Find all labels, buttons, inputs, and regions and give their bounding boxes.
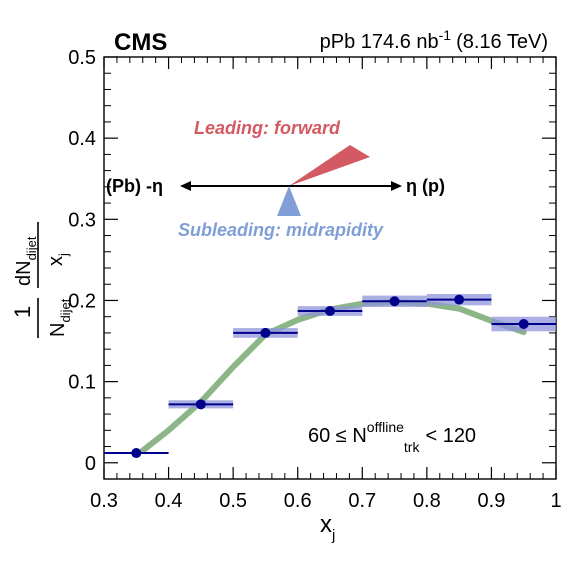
data-point	[454, 294, 465, 305]
header-prefix: pPb 174.6 nb	[320, 31, 439, 53]
y-label-dn-main: dN	[13, 260, 35, 286]
data-point	[260, 327, 271, 338]
x-tick-label: 1	[550, 490, 561, 512]
y-label-derivative-denominator: xj	[45, 253, 71, 266]
luminosity-energy-label: pPb 174.6 nb-1 (8.16 TeV)	[320, 27, 548, 53]
subleading-jet-cone	[277, 186, 301, 216]
data-series	[104, 293, 556, 459]
x-tick-label: 0.8	[413, 490, 441, 512]
y-axis-label: 1 Ndijet dNdijet xj	[10, 222, 73, 338]
rapidity-diagram: Leading: forward (Pb) -η η (p) Subleadin…	[106, 118, 445, 240]
right-arrowhead-icon	[391, 181, 402, 191]
data-point	[389, 296, 400, 307]
left-arrowhead-icon	[180, 181, 191, 191]
y-tick-label: 0	[85, 453, 96, 475]
axis-ticks: 0.3 0.4 0.5 0.6 0.7 0.8 0.9 1 0 0.1 0.2 0.3 0.4 0.5	[68, 47, 561, 512]
selection-subscript: trk	[404, 439, 421, 455]
y-label-one: 1	[10, 306, 35, 318]
y-label-denominator-sub: dijet	[58, 298, 73, 322]
data-point	[325, 306, 335, 317]
multiplicity-selection-label: 60 ≤ Nofflinetrk < 120	[308, 419, 476, 455]
y-label-denominator: Ndijet	[47, 298, 73, 337]
selection-prefix: 60 ≤ N	[308, 425, 367, 447]
leading-annotation: Leading: forward	[194, 118, 341, 138]
x-tick-label: 0.6	[284, 490, 312, 512]
y-label-dx-sub: j	[56, 253, 71, 257]
y-label-dx-main: x	[45, 256, 67, 266]
y-label-denominator-main: N	[47, 323, 69, 337]
y-tick-label: 0.1	[68, 372, 96, 394]
y-tick-label: 0.5	[68, 47, 96, 69]
x-axis-label-main: x	[320, 511, 332, 538]
data-point	[131, 448, 142, 459]
y-label-derivative-numerator: dNdijet	[13, 236, 39, 286]
x-tick-label: 0.9	[478, 490, 506, 512]
selection-superscript: offline	[367, 419, 404, 435]
header-suffix: (8.16 TeV)	[456, 31, 548, 53]
y-tick-label: 0.2	[68, 290, 96, 312]
selection-suffix: < 120	[425, 425, 476, 447]
x-tick-label: 0.7	[348, 490, 376, 512]
x-tick-label: 0.3	[90, 490, 118, 512]
left-eta-label-text: (Pb) -η	[106, 176, 163, 196]
y-tick-label: 0.3	[68, 209, 96, 231]
left-eta-label: (Pb) -η	[106, 176, 163, 196]
x-axis-label: xj	[320, 511, 335, 544]
x-tick-label: 0.4	[155, 490, 183, 512]
right-eta-label: η (p)	[406, 176, 445, 196]
x-axis-label-subscript: j	[331, 527, 335, 544]
data-point	[518, 318, 529, 329]
header-exponent: -1	[439, 27, 452, 43]
leading-jet-cone	[289, 145, 370, 186]
y-tick-label: 0.4	[68, 128, 96, 150]
x-tick-label: 0.5	[219, 490, 247, 512]
y-label-dn-sub: dijet	[24, 236, 39, 260]
experiment-label: CMS	[114, 29, 167, 56]
data-point	[195, 399, 206, 410]
subleading-annotation: Subleading: midrapidity	[178, 220, 384, 240]
